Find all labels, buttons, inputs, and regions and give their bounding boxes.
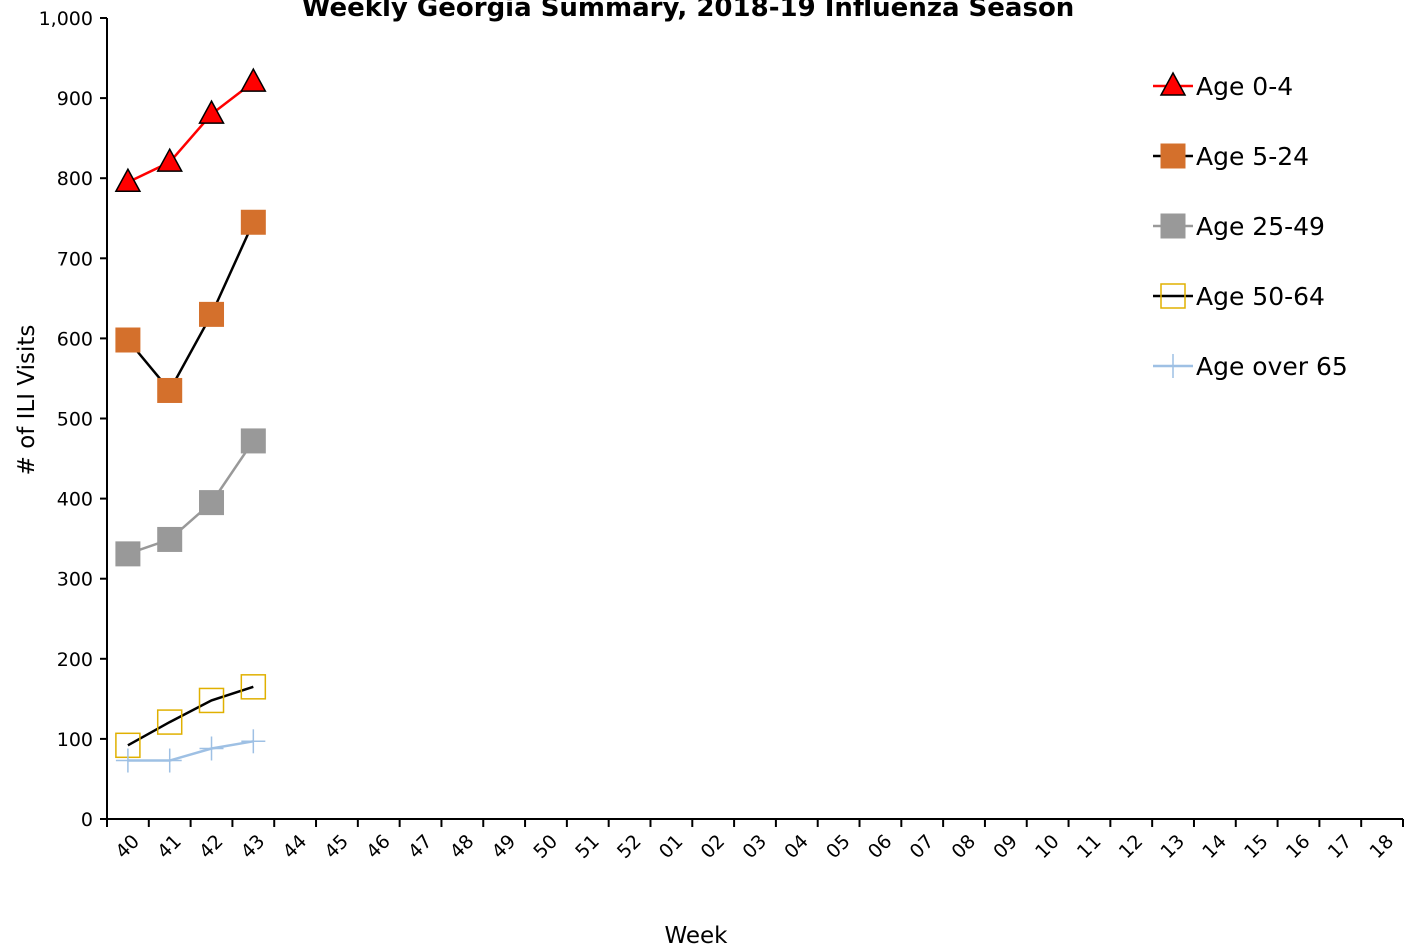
series-line [127,81,255,184]
chart-title: Weekly Georgia Summary, 2018-19 Influenz… [302,0,1075,23]
data-point [198,99,225,124]
y-tick-label: 200 [57,649,93,671]
data-point [199,736,224,761]
x-tick-label: 05 [822,830,855,863]
y-tick-label: 100 [57,729,93,751]
legend-item: Age 5-24 [1153,142,1309,171]
x-tick-label: 01 [655,830,688,863]
x-tick-label: 15 [1240,830,1273,863]
data-point [115,327,141,353]
legend-item: Age 25-49 [1153,212,1325,241]
x-tick-label: 50 [529,830,562,863]
x-tick-label: 45 [320,830,353,863]
x-axis-title: Week [664,923,728,949]
data-point [157,748,182,773]
legend-swatch-marker [1160,213,1186,239]
data-point [198,687,225,714]
data-point [240,209,266,235]
series-1 [115,209,266,403]
data-point [199,301,225,327]
data-point [156,147,183,172]
x-tick-label: 49 [488,830,521,863]
x-tick-label: 14 [1198,830,1231,863]
x-tick-label: 07 [906,830,939,863]
x-tick-label: 16 [1282,830,1315,863]
legend-swatch-marker [1161,354,1185,378]
x-tick-label: 13 [1156,830,1189,863]
x-tick-label: 51 [571,830,604,863]
x-tick-label: 46 [362,830,395,863]
y-tick-label: 700 [57,248,93,270]
x-tick-label: 06 [864,830,897,863]
legend-item: Age 50-64 [1153,282,1325,311]
legend-item: Age 0-4 [1153,71,1293,101]
data-point [114,167,142,192]
legend-label: Age 50-64 [1196,282,1325,311]
data-point [115,748,140,773]
x-tick-label: 52 [613,830,646,863]
series-0 [114,67,267,192]
series-line [126,221,255,393]
x-tick-label: 02 [697,830,730,863]
legend-swatch-marker [1160,283,1186,309]
data-point [157,526,183,552]
y-tick-label: 1,000 [39,8,93,30]
y-tick-label: 600 [57,328,93,350]
x-tick-label: 41 [153,830,186,863]
x-tick-label: 09 [989,830,1022,863]
legend-label: Age 5-24 [1196,142,1309,171]
legend-swatch-marker [1159,71,1187,96]
data-point [240,674,267,700]
x-tick-label: 18 [1366,830,1399,863]
legend-label: Age 0-4 [1196,72,1293,101]
legend-swatch-marker [1160,143,1186,169]
x-tick-label: 08 [947,830,980,863]
legend-label: Age 25-49 [1196,212,1325,241]
x-tick-label: 12 [1115,830,1148,863]
x-tick-label: 44 [279,830,312,863]
x-tick-label: 48 [446,830,479,863]
x-tick-label: 42 [195,830,228,863]
data-point [115,541,141,567]
y-tick-label: 400 [57,489,93,511]
legend: Age 0-4 Age 5-24 Age 25-49 Age 50-64 Age ove… [1153,71,1348,381]
series-3 [115,674,267,759]
legend-label: Age over 65 [1196,352,1348,381]
data-point [240,67,267,92]
y-tick-label: 300 [57,569,93,591]
series-line [127,440,255,556]
series-line [127,685,254,747]
y-tick-label: 900 [57,88,93,110]
data-point [156,709,183,735]
y-tick-label: 0 [81,809,93,831]
data-point [241,729,266,754]
x-tick-label: 17 [1324,830,1357,863]
legend-item: Age over 65 [1153,352,1348,381]
x-tick-label: 40 [111,830,144,863]
data-point [199,490,225,516]
x-tick-label: 11 [1073,830,1106,863]
x-tick-label: 03 [738,830,771,863]
x-tick-label: 04 [780,830,813,863]
x-tick-label: 47 [404,830,437,863]
y-tick-label: 800 [57,168,93,190]
x-tick-label: 10 [1031,830,1064,863]
y-tick-label: 500 [57,409,93,431]
y-axis-title: # of ILI Visits [14,325,40,476]
data-point [157,377,183,403]
series-line [127,740,254,762]
series-4 [115,729,266,773]
series-2 [115,428,266,567]
data-point [240,428,266,454]
x-tick-label: 43 [237,830,270,863]
plot-area: 0 100 200 300 400 500 600 700 800 900 1,000 40 41 42 4… [39,8,1404,863]
